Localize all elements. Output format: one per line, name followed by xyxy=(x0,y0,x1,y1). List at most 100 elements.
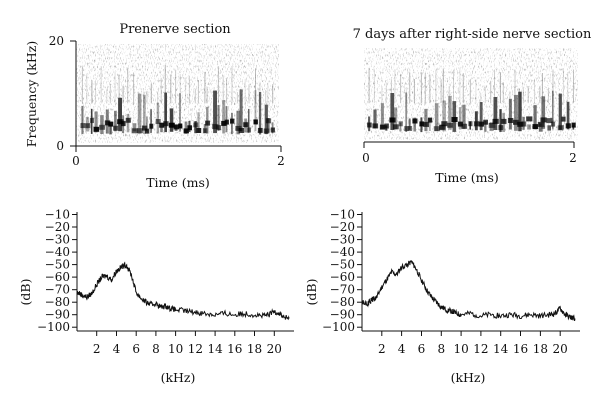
spectrum-y-tick-label: −50 xyxy=(45,258,70,272)
spectrogram-energy-core xyxy=(501,118,507,124)
spectrogram-energy-core xyxy=(433,126,440,132)
spectrum-x-tick-label: 4 xyxy=(113,342,121,356)
spectrogram-energy-streak xyxy=(558,93,562,130)
spectrogram-faint-streak xyxy=(440,79,442,104)
spectrogram-energy-streak xyxy=(236,110,241,135)
spectrogram-faint-streak xyxy=(255,68,256,104)
spectrogram-faint-streak xyxy=(204,71,206,104)
spectrogram-energy-core xyxy=(265,118,272,124)
spectrogram-faint-streak xyxy=(453,69,454,104)
spectrogram-energy-core xyxy=(113,125,119,131)
spectrogram-2-x-axis-label: Time (ms) xyxy=(435,170,499,185)
spectrogram-energy-core xyxy=(571,122,576,128)
spectrogram-energy-streak xyxy=(258,92,262,135)
spectrogram-faint-streak xyxy=(490,81,492,104)
spectrum-2-y-axis-label: (dB) xyxy=(304,279,319,306)
spectrogram-2-energy-marks xyxy=(367,67,576,133)
spectrum-x-tick-label: 12 xyxy=(188,342,203,356)
spectrogram-faint-streak xyxy=(170,74,172,104)
spectrogram-energy-core xyxy=(478,121,485,127)
spectrum-y-tick-label: −30 xyxy=(330,233,355,247)
spectrogram-faint-streak xyxy=(222,75,224,104)
spectrogram-energy-core xyxy=(379,124,386,130)
spectrogram-energy-streak xyxy=(413,117,416,132)
spectrogram-energy-core xyxy=(168,122,175,128)
spectrogram-energy-core xyxy=(461,123,468,129)
spectrogram-energy-streak xyxy=(533,105,537,130)
spectrogram-energy-streak xyxy=(146,116,148,132)
spectrogram-energy-streak xyxy=(399,122,402,132)
spectrum-x-tick-label: 18 xyxy=(247,342,262,356)
spectrogram-energy-core xyxy=(526,116,533,122)
spectrogram-energy-core xyxy=(468,121,473,127)
spectrum-y-tick-label: −100 xyxy=(322,320,355,334)
spectrum-x-tick-label: 8 xyxy=(437,342,445,356)
spectrogram-faint-streak xyxy=(368,67,370,104)
spectrogram-energy-streak xyxy=(493,97,498,130)
spectrogram-energy-core xyxy=(492,118,499,124)
spectrogram-energy-core xyxy=(451,117,458,122)
spectrogram-energy-core xyxy=(389,117,396,123)
spectrum-1-y-axis-label: (dB) xyxy=(18,279,33,306)
spectrogram-energy-streak xyxy=(380,103,384,129)
spectrogram-energy-core xyxy=(404,126,409,132)
spectrogram-faint-streak xyxy=(100,66,102,104)
spectrogram-faint-streak xyxy=(469,79,471,104)
spectrogram-energy-core xyxy=(270,127,275,133)
spectrogram-energy-core xyxy=(224,119,229,125)
spectrogram-faint-streak xyxy=(197,80,199,104)
spectrogram-energy-streak xyxy=(156,102,160,134)
spectrogram-energy-streak xyxy=(562,124,565,129)
spectrum-y-tick-label: −20 xyxy=(330,220,355,234)
spectrogram-energy-core xyxy=(483,119,488,125)
spectrogram-energy-core xyxy=(183,128,189,134)
spectrogram-energy-core xyxy=(557,125,564,131)
spectrum-x-tick-label: 20 xyxy=(553,342,568,356)
spectrum-x-tick-label: 14 xyxy=(493,342,509,356)
spectrogram-faint-streak xyxy=(573,69,574,104)
spectrogram-energy-core xyxy=(221,120,227,126)
spectrogram-energy-core xyxy=(407,126,413,131)
spectrum-y-tick-label: −10 xyxy=(330,208,355,222)
spectrogram-energy-streak xyxy=(184,121,188,134)
spectrogram-energy-streak xyxy=(81,105,84,135)
spectrogram-faint-streak xyxy=(480,92,482,104)
spectrogram-faint-streak xyxy=(95,80,96,104)
spectrogram-1-x-tick-label-2: 2 xyxy=(277,154,285,168)
spectrogram-energy-core xyxy=(372,123,379,129)
spectrogram-faint-streak xyxy=(236,92,238,104)
spectrogram-energy-core xyxy=(136,128,143,134)
spectrogram-faint-streak xyxy=(150,83,152,104)
spectrogram-faint-streak xyxy=(175,70,177,104)
spectrogram-energy-core xyxy=(561,116,566,122)
spectrum-y-tick-label: −60 xyxy=(45,270,70,284)
spectrogram-energy-core xyxy=(427,117,433,123)
spectrogram-energy-core xyxy=(423,121,429,127)
spectrogram-energy-core xyxy=(441,121,448,127)
spectrogram-energy-core xyxy=(108,121,114,127)
spectrogram-faint-streak xyxy=(122,85,124,104)
spectrogram-energy-core xyxy=(80,123,85,129)
spectrogram-energy-streak xyxy=(254,90,257,132)
spectrogram-1-x-axis-label: Time (ms) xyxy=(146,175,210,190)
spectrum-x-tick-label: 16 xyxy=(227,342,242,356)
spectrogram-faint-streak xyxy=(114,71,116,104)
spectrogram-energy-core xyxy=(488,122,496,128)
spectrogram-energy-streak xyxy=(248,108,250,133)
spectrogram-energy-core xyxy=(145,128,150,134)
spectrogram-energy-core xyxy=(121,121,126,127)
spectrogram-faint-streak xyxy=(127,67,129,104)
spectrogram-energy-core xyxy=(131,128,138,134)
spectrogram-faint-streak xyxy=(462,73,464,104)
spectrogram-faint-streak xyxy=(547,88,549,104)
spectrogram-faint-streak xyxy=(138,92,140,104)
spectrogram-faint-streak xyxy=(390,79,392,104)
spectrogram-faint-streak xyxy=(109,83,111,104)
spectrum-x-tick-label: 2 xyxy=(378,342,386,356)
spectrogram-energy-streak xyxy=(428,119,431,131)
spectrogram-energy-streak xyxy=(169,108,174,132)
spectrogram-faint-streak xyxy=(267,83,269,104)
spectrogram-1-y-axis-label: Frequency (kHz) xyxy=(24,41,39,147)
spectrogram-faint-streak xyxy=(494,69,495,104)
spectrogram-energy-core xyxy=(149,123,154,129)
